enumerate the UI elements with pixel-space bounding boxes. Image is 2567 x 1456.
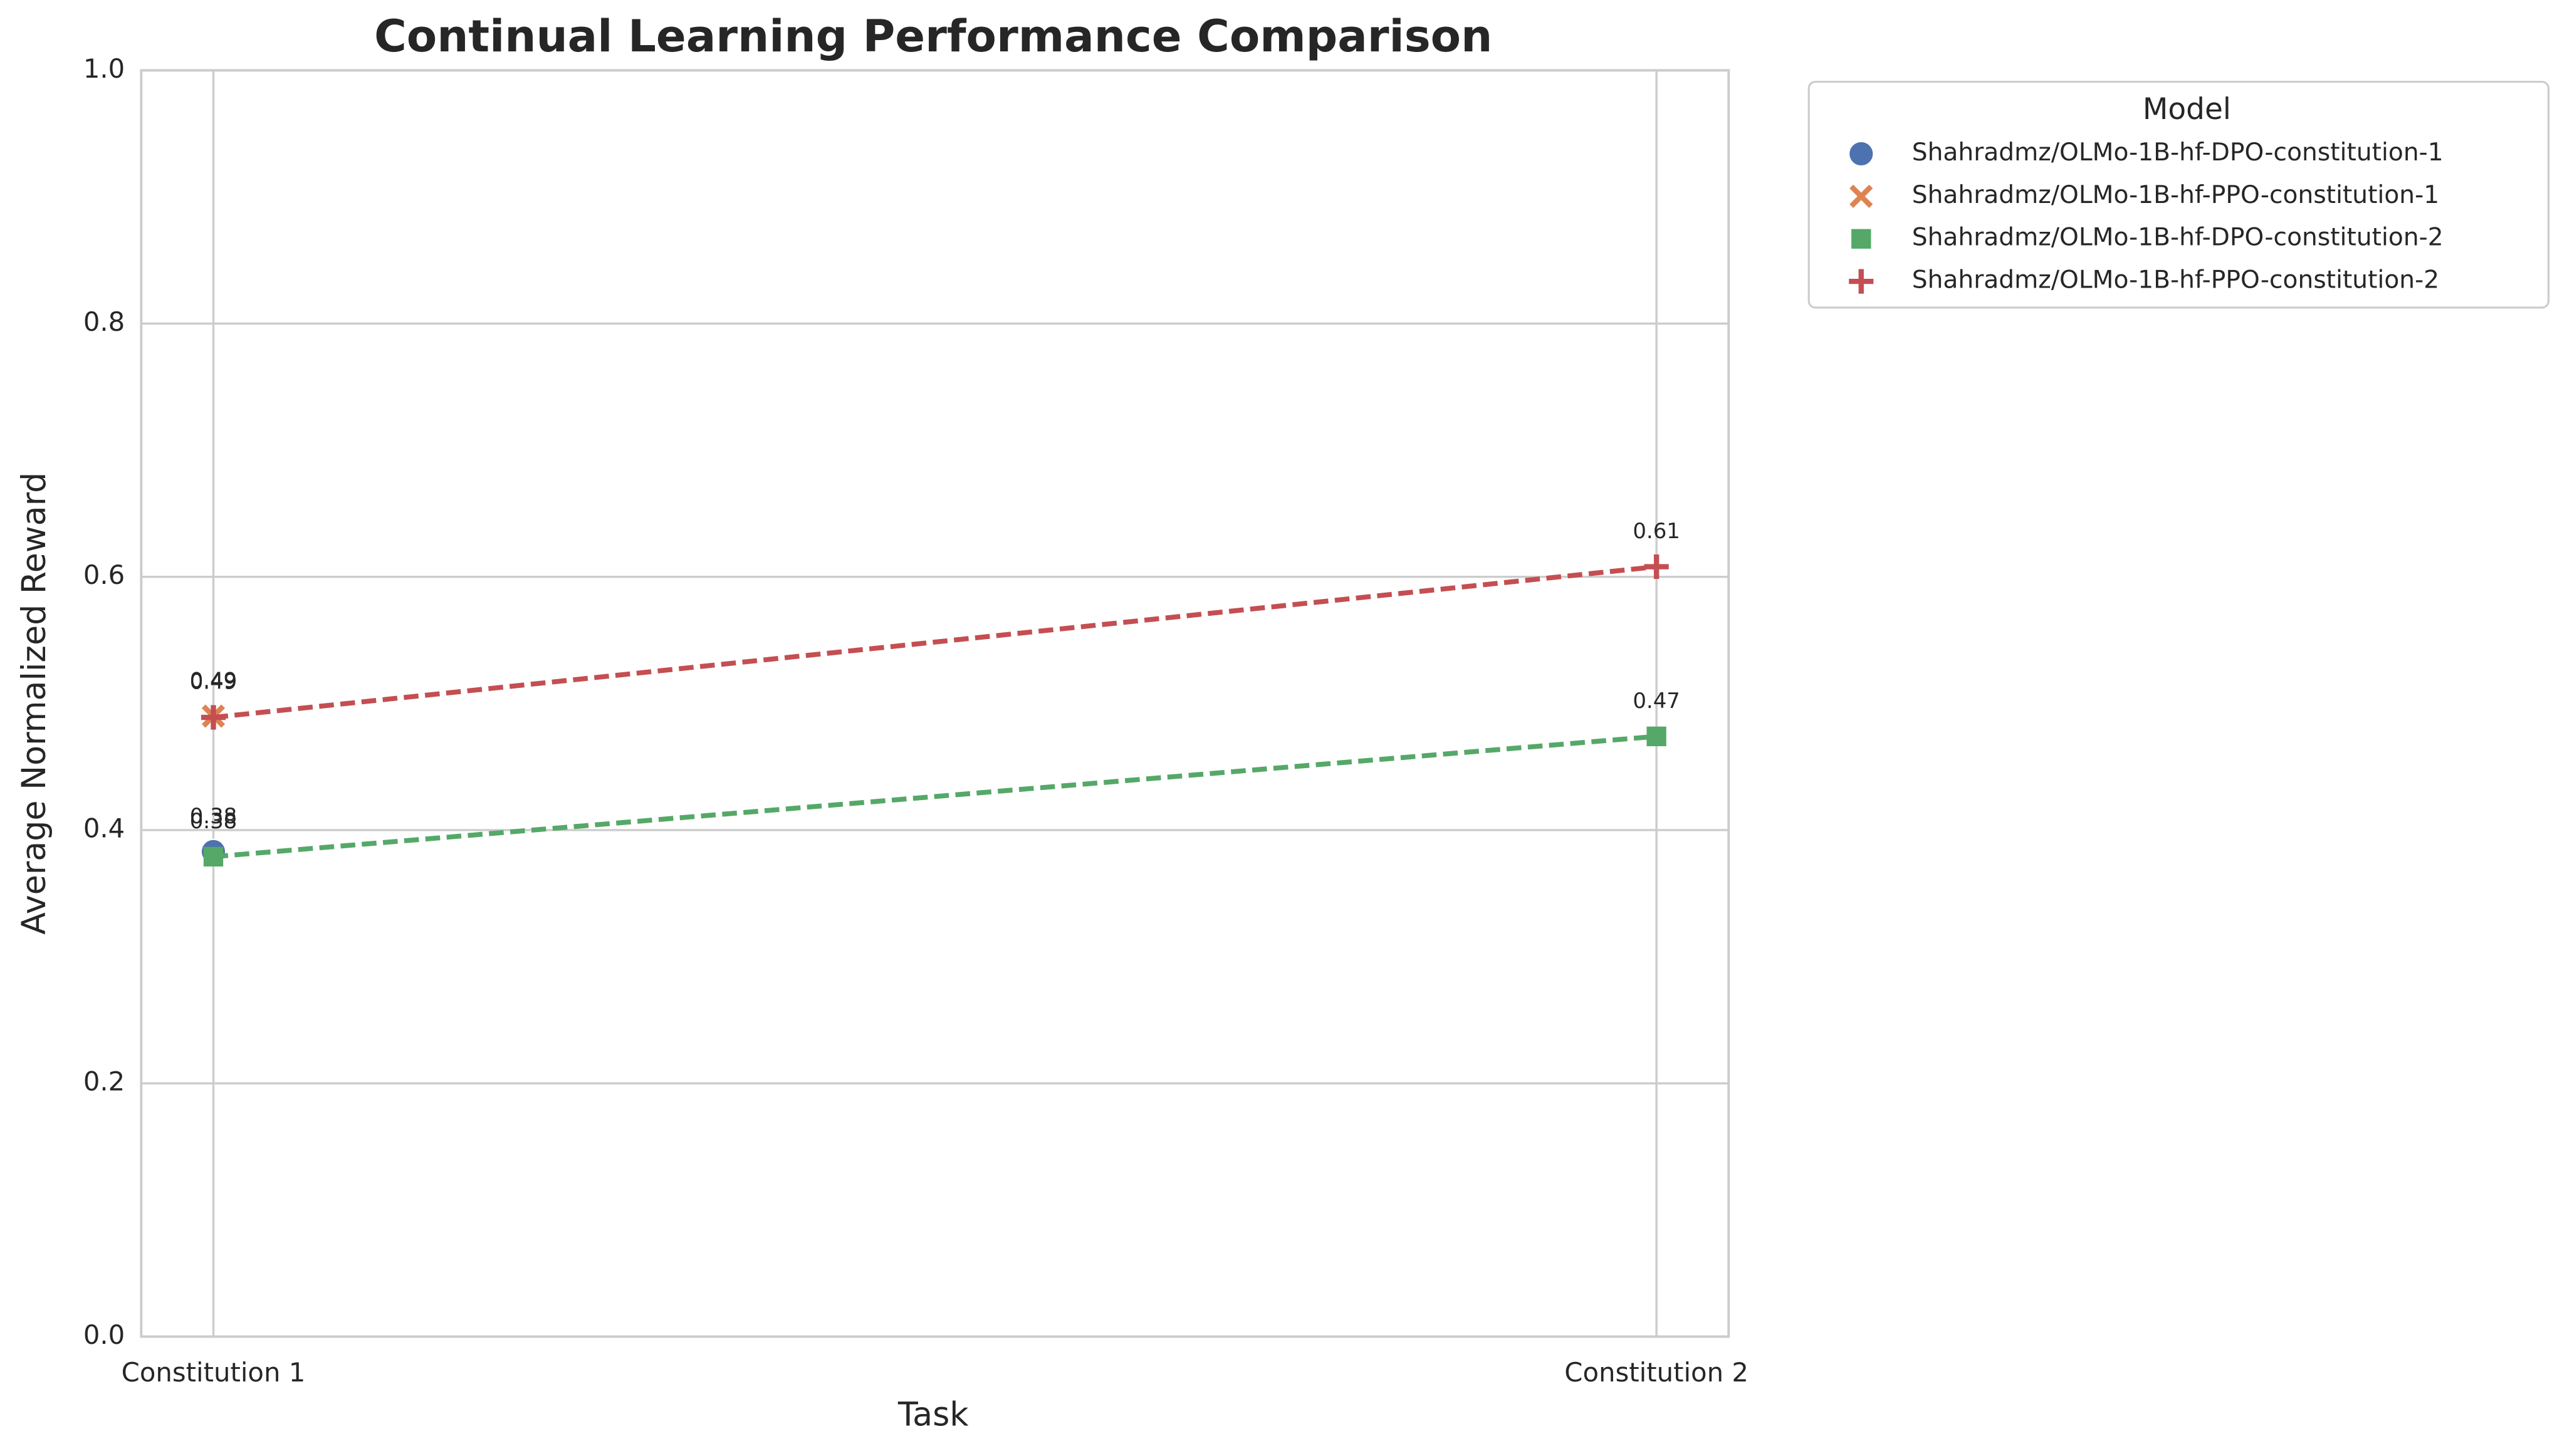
- data-label: 0.49: [190, 670, 238, 695]
- data-label: 0.38: [190, 809, 238, 834]
- marker: [1849, 269, 1874, 294]
- marker: [1848, 140, 1874, 167]
- legend-label: Shahradmz/OLMo-1B-hf-DPO-constitution-1: [1912, 138, 2444, 167]
- x-tick-label: Constitution 2: [1564, 1357, 1749, 1388]
- series-line: [213, 734, 1657, 860]
- y-tick-label: 0.8: [83, 306, 125, 337]
- marker: [203, 846, 224, 867]
- series-line: [213, 564, 1657, 720]
- y-axis-label: Average Normalized Reward: [16, 472, 53, 935]
- y-tick-label: 1.0: [83, 53, 125, 84]
- y-tick-label: 0.2: [83, 1066, 125, 1097]
- marker: [1849, 184, 1873, 208]
- y-tick-label: 0.0: [83, 1319, 125, 1350]
- data-label: 0.61: [1633, 519, 1680, 544]
- legend-title: Model: [2143, 92, 2231, 127]
- y-tick-label: 0.4: [83, 813, 125, 843]
- x-tick-label: Constitution 1: [122, 1357, 306, 1388]
- marker: [201, 705, 226, 730]
- marker: [1644, 554, 1669, 580]
- data-label: 0.47: [1633, 689, 1680, 714]
- legend-label: Shahradmz/OLMo-1B-hf-DPO-constitution-2: [1912, 224, 2444, 252]
- x-axis-label: Task: [897, 1396, 969, 1433]
- y-tick-label: 0.6: [83, 559, 125, 590]
- plot-frame: [140, 69, 1730, 1338]
- legend-frame: [1807, 80, 2550, 309]
- marker: [1646, 726, 1666, 747]
- chart-title: Continual Learning Performance Compariso…: [374, 11, 1492, 62]
- data-label: 0.38: [190, 804, 238, 829]
- legend-label: Shahradmz/OLMo-1B-hf-PPO-constitution-2: [1912, 266, 2439, 294]
- marker: [1851, 229, 1871, 249]
- legend-label: Shahradmz/OLMo-1B-hf-PPO-constitution-1: [1912, 181, 2439, 209]
- data-label: 0.49: [190, 668, 238, 694]
